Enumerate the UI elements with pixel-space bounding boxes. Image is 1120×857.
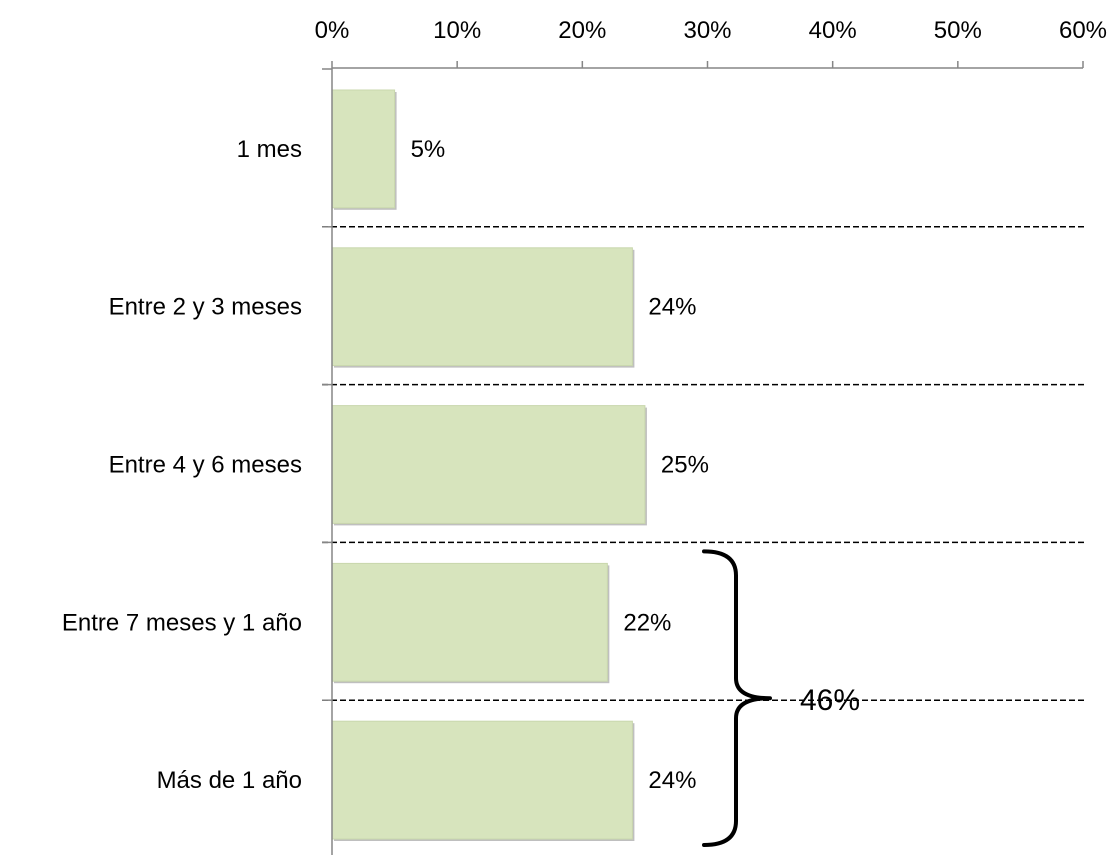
data-label: 5% (411, 136, 446, 163)
bar (331, 562, 608, 682)
x-tick-label: 0% (315, 17, 350, 44)
separators-layer (322, 226, 1085, 701)
data-label: 22% (623, 609, 671, 636)
bar (331, 720, 633, 840)
brace-icon (702, 549, 772, 847)
annotation-layer: 46% (702, 549, 860, 847)
x-tick-label: 10% (433, 17, 481, 44)
bar (331, 89, 396, 209)
x-tick-label: 40% (809, 17, 857, 44)
category-label: Entre 4 y 6 meses (109, 452, 302, 479)
x-tick-label: 60% (1059, 17, 1107, 44)
x-tick-label: 20% (558, 17, 606, 44)
bar (331, 405, 646, 524)
data-label: 25% (661, 452, 709, 479)
ticks-layer: 0% 10% 20% 30% 40% 50% 60% (315, 17, 1107, 68)
category-label: Más de 1 año (157, 767, 302, 794)
data-label: 24% (648, 294, 696, 321)
value-labels-layer: 5% 24% 25% 22% 24% (411, 136, 709, 794)
data-label: 24% (648, 767, 696, 794)
category-labels-layer: 1 mes Entre 2 y 3 meses Entre 4 y 6 meses E… (62, 136, 302, 794)
x-tick-label: 30% (683, 17, 731, 44)
bar (331, 247, 633, 367)
bars-layer (331, 89, 647, 841)
brace-total-label: 46% (800, 684, 860, 717)
category-label: 1 mes (237, 136, 302, 163)
category-label: Entre 7 meses y 1 año (62, 609, 302, 636)
x-tick-label: 50% (934, 17, 982, 44)
category-label: Entre 2 y 3 meses (109, 294, 302, 321)
